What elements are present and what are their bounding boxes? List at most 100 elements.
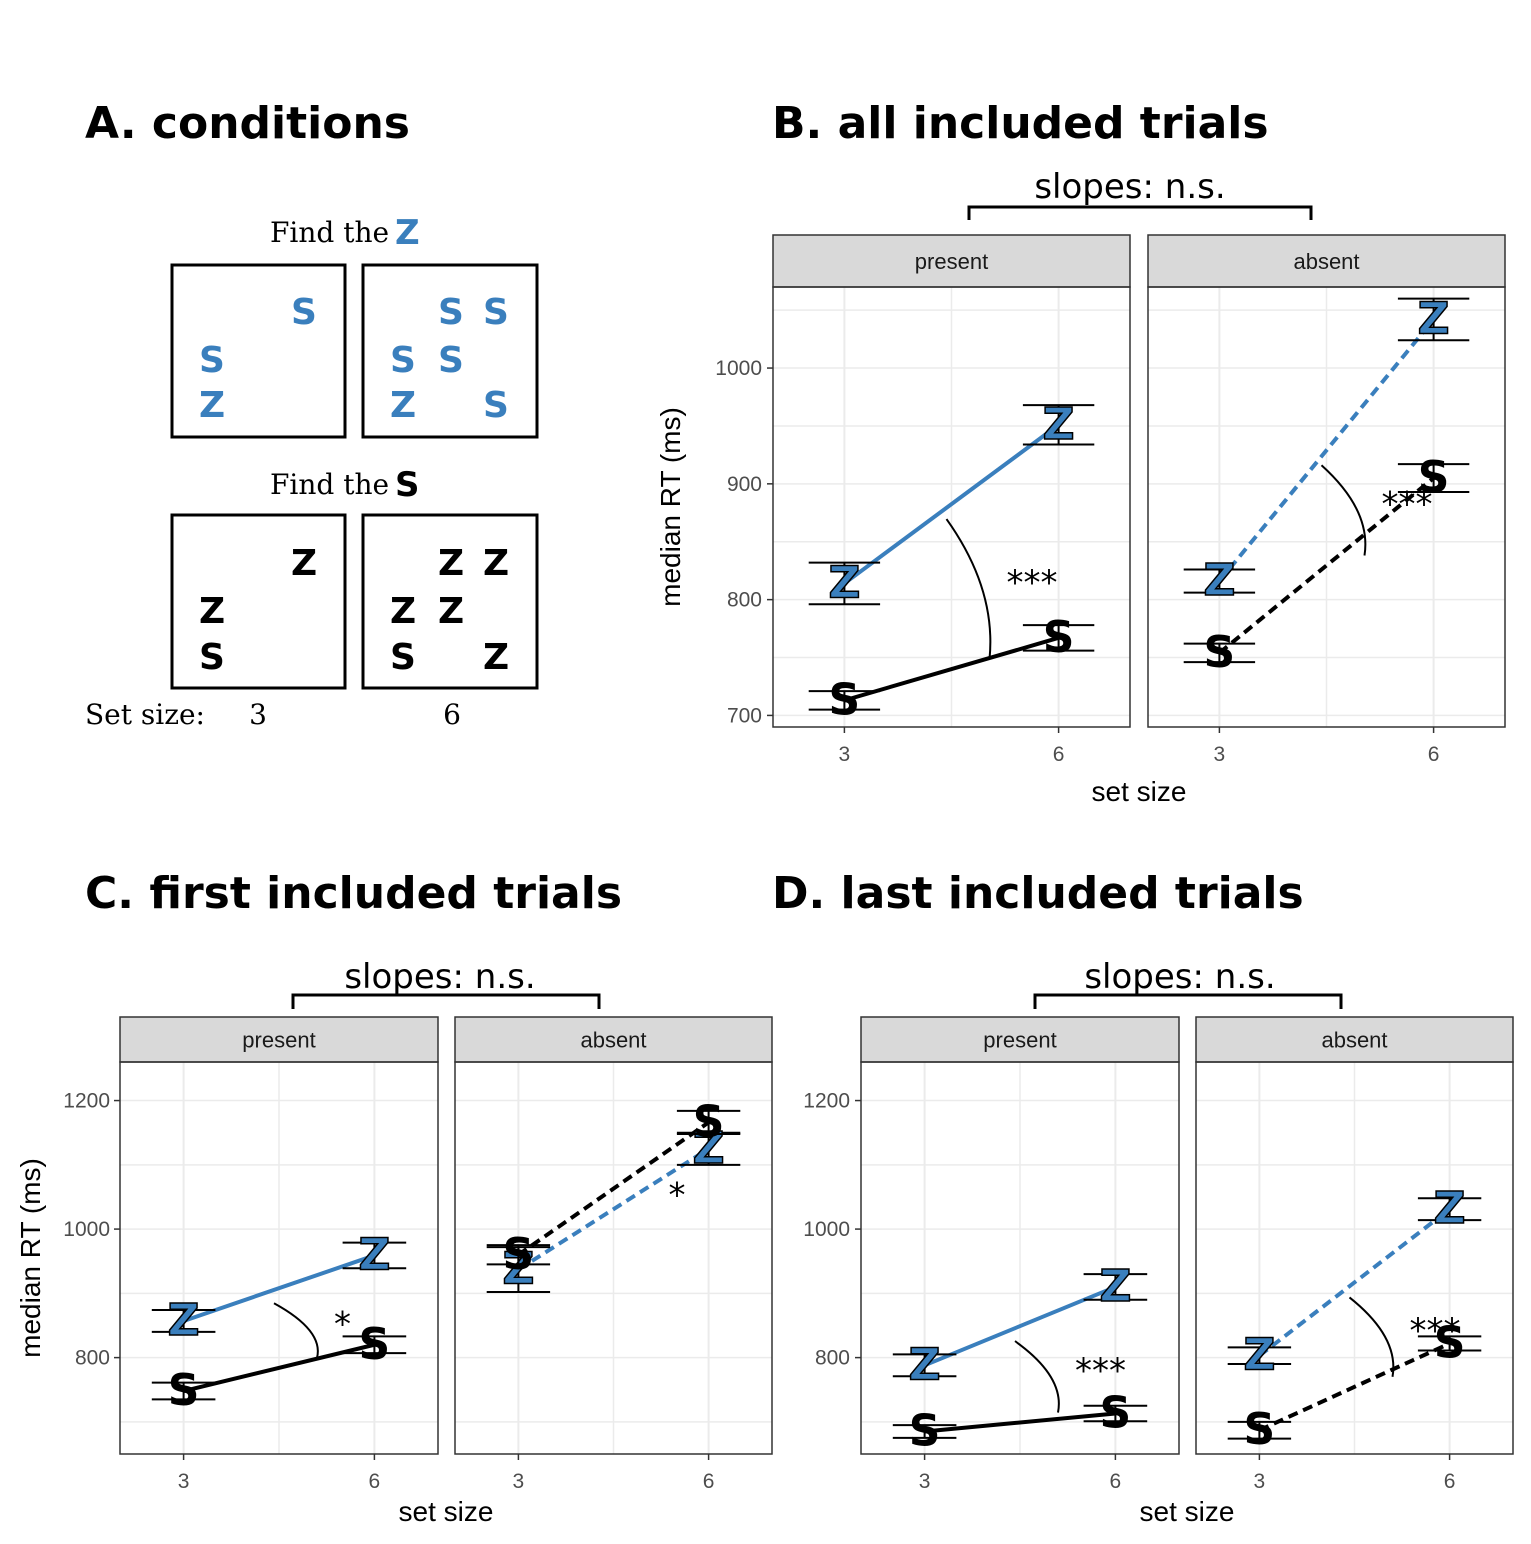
stimulus-item: S	[438, 292, 464, 333]
target-blue-glyph: Z	[395, 213, 420, 253]
data-point-black: S	[1418, 452, 1450, 503]
x-tick-label: 6	[1053, 743, 1065, 766]
set-size-3-label: 3	[249, 698, 267, 731]
significance-label: ***	[1007, 563, 1058, 603]
x-tick-label: 6	[1110, 1470, 1122, 1493]
panel-d-title: D. last included trials	[772, 868, 1304, 919]
data-point-black: S	[359, 1319, 391, 1370]
significance-arc	[1320, 464, 1367, 556]
x-tick-label: 3	[1254, 1470, 1266, 1493]
stimulus-item: Z	[390, 385, 416, 426]
facet-label: present	[242, 1028, 315, 1053]
significance-label: ***	[1410, 1311, 1461, 1351]
stimulus-item: Z	[483, 543, 509, 584]
stimulus-item: Z	[291, 543, 317, 584]
y-tick-label: 1200	[803, 1090, 850, 1113]
panel-c-bracket	[291, 993, 601, 1009]
x-tick-label: 6	[1444, 1470, 1456, 1493]
panel-b-title: B. all included trials	[772, 98, 1269, 149]
panel-b-bracket-label: slopes: n.s.	[1034, 167, 1225, 207]
series-line	[1217, 318, 1436, 583]
data-point-blue: Z	[828, 557, 860, 608]
data-point-black: S	[503, 1229, 535, 1280]
stimulus-item: Z	[438, 591, 464, 632]
data-point-black: S	[168, 1365, 200, 1416]
x-tick-label: 6	[703, 1470, 715, 1493]
panel-d-bracket-label: slopes: n.s.	[1084, 957, 1275, 997]
y-tick-label: 1000	[715, 357, 762, 380]
series-line	[517, 1120, 710, 1257]
stimulus-item: S	[483, 292, 509, 333]
y-tick-label: 1000	[803, 1218, 850, 1241]
x-tick-label: 3	[839, 743, 851, 766]
set-size-label: Set size:	[85, 698, 205, 731]
panel-a: A. conditions Find the Z Find the S Set …	[85, 98, 539, 731]
stimulus-item: S	[390, 637, 416, 678]
y-tick-label: 800	[75, 1347, 110, 1370]
y-axis-title: median RT (ms)	[655, 407, 686, 607]
data-point-black: S	[693, 1096, 725, 1147]
stimulus-item: S	[199, 637, 225, 678]
data-point-blue: Z	[1243, 1330, 1275, 1381]
panel-c-bracket-label: slopes: n.s.	[344, 957, 535, 997]
data-point-black: S	[829, 674, 861, 725]
x-tick-label: 3	[919, 1470, 931, 1493]
data-point-black: S	[1244, 1404, 1276, 1455]
stimulus-item: S	[390, 340, 416, 381]
y-tick-label: 900	[727, 473, 762, 496]
data-point-black: S	[1100, 1388, 1132, 1439]
facet-label: present	[983, 1028, 1056, 1053]
find-label-bottom: Find the	[270, 468, 389, 501]
significance-arc	[273, 1302, 319, 1359]
facet-label: absent	[1321, 1028, 1387, 1053]
panel-d-bracket	[1033, 993, 1343, 1009]
panel-c-title: C. first included trials	[85, 868, 622, 919]
display-box-blue-3	[170, 263, 347, 439]
set-size-6-label: 6	[443, 698, 461, 731]
significance-label: *	[669, 1175, 686, 1215]
facet-strip	[454, 1016, 773, 1063]
y-tick-label: 1200	[63, 1090, 110, 1113]
stimulus-item: Z	[483, 637, 509, 678]
x-axis-title: set size	[1140, 1496, 1235, 1527]
panel-b-bracket	[967, 205, 1313, 220]
facet-strip	[1147, 234, 1506, 288]
significance-arc	[1014, 1340, 1060, 1413]
stimulus-item: S	[483, 385, 509, 426]
stimulus-item: S	[438, 340, 464, 381]
series-line	[517, 1147, 710, 1272]
y-tick-label: 1000	[63, 1218, 110, 1241]
find-label-top: Find the	[270, 216, 389, 249]
series-line	[1258, 1207, 1451, 1358]
significance-arc	[945, 518, 992, 660]
stimulus-item: S	[291, 292, 317, 333]
facet-label: present	[915, 249, 988, 274]
data-point-black: S	[1434, 1317, 1466, 1368]
series-line	[924, 1411, 1116, 1434]
stimulus-item: Z	[390, 591, 416, 632]
data-point-blue: Z	[168, 1295, 200, 1346]
panel-border	[1195, 1061, 1514, 1455]
series-line	[843, 635, 1060, 703]
display-box-black-3	[170, 513, 347, 690]
panel-border	[1147, 286, 1506, 728]
data-point-blue: Z	[358, 1229, 390, 1280]
stimulus-item: S	[199, 340, 225, 381]
x-tick-label: 3	[178, 1470, 190, 1493]
data-point-blue: Z	[502, 1244, 534, 1295]
significance-label: ***	[1075, 1351, 1126, 1391]
series-line	[1258, 1341, 1451, 1433]
stimulus-item: Z	[199, 385, 225, 426]
x-tick-label: 6	[1428, 743, 1440, 766]
data-point-blue: Z	[1043, 399, 1075, 450]
data-point-black: S	[1204, 627, 1236, 678]
